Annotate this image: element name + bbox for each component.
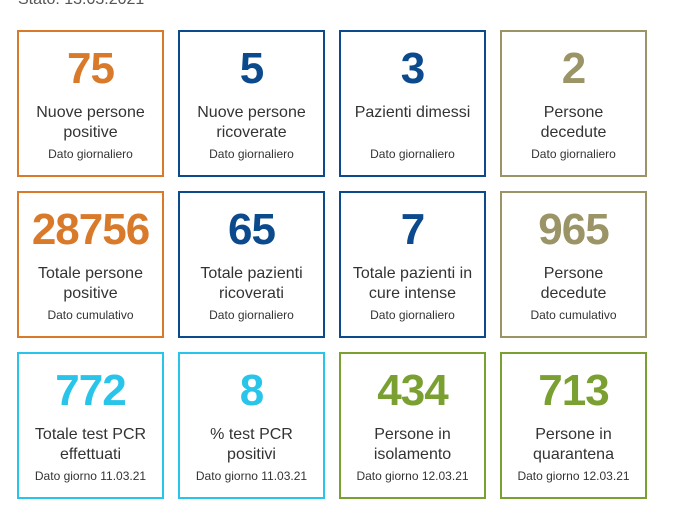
card-label-line2: decedute [540, 285, 607, 302]
card-label-line2: decedute [540, 124, 607, 141]
card-label-line2: ricoverate [216, 124, 287, 141]
card-note: Dato giorno 12.03.21 [517, 469, 630, 483]
card-value: 5 [239, 44, 264, 93]
card-label: Persone in quarantena [502, 425, 645, 465]
card-label-line1: Nuove persone [197, 104, 306, 121]
card-note: Dato giorno 11.03.21 [195, 469, 308, 483]
card-label-line2: effettuati [59, 446, 122, 463]
card-value: 65 [228, 205, 276, 254]
card-label: Persone decedute [502, 264, 645, 304]
card-percent-test-pcr-positivi: 8 % test PCR positivi Dato giorno 11.03.2… [178, 352, 325, 499]
card-value: 8 [239, 366, 264, 415]
card-label: Nuove persone ricoverate [180, 103, 323, 143]
card-label-line2: quarantena [533, 446, 614, 463]
card-label-line1: Persone [543, 265, 604, 282]
card-label-line1: Totale test PCR [34, 426, 147, 443]
card-label: Totale test PCR effettuati [19, 425, 162, 465]
card-persone-isolamento: 434 Persone in isolamento Dato giorno 12.… [339, 352, 486, 499]
card-pazienti-cure-intense: 7 Totale pazienti in cure intense Dato gi… [339, 191, 486, 338]
card-label: Totale pazienti in cure intense [341, 264, 484, 304]
card-label-line1: Persone [543, 104, 604, 121]
card-note: Dato giornaliero [48, 147, 133, 161]
card-totale-persone-positive: 28756 Totale persone positive Dato cumula… [17, 191, 164, 338]
card-label-line2: positive [63, 124, 118, 141]
card-pazienti-dimessi: 3 Pazienti dimessi Dato giornaliero [339, 30, 486, 177]
card-note: Dato giornaliero [209, 147, 294, 161]
card-label-line1: Persone in [374, 426, 451, 443]
card-persone-quarantena: 713 Persone in quarantena Dato giorno 12.… [500, 352, 647, 499]
stats-grid: 75 Nuove persone positive Dato giornalier… [17, 30, 647, 499]
card-label-line2: cure intense [368, 285, 457, 302]
card-label-line2: ricoverati [219, 285, 284, 302]
card-label-line1: Nuove persone [36, 104, 145, 121]
card-label: Totale pazienti ricoverati [180, 264, 323, 304]
card-value: 3 [400, 44, 425, 93]
card-note: Dato giorno 12.03.21 [356, 469, 469, 483]
card-label: Nuove persone positive [19, 103, 162, 143]
card-label-line1: Persone in [535, 426, 612, 443]
card-label-line1: Totale pazienti in [352, 265, 473, 282]
card-label-line2: positivi [227, 446, 276, 463]
card-totale-test-pcr: 772 Totale test PCR effettuati Dato giorn… [17, 352, 164, 499]
card-value: 772 [55, 366, 126, 415]
card-label: Totale persone positive [19, 264, 162, 304]
card-value: 75 [67, 44, 115, 93]
card-nuove-persone-ricoverate: 5 Nuove persone ricoverate Dato giornalie… [178, 30, 325, 177]
card-value: 965 [538, 205, 609, 254]
card-value: 713 [538, 366, 609, 415]
card-nuove-persone-positive: 75 Nuove persone positive Dato giornalier… [17, 30, 164, 177]
card-note: Dato cumulativo [530, 308, 617, 322]
card-note: Dato giornaliero [209, 308, 294, 322]
card-note: Dato cumulativo [47, 308, 134, 322]
card-label-line1: Pazienti dimessi [354, 104, 471, 121]
card-label-line1: Totale pazienti [200, 265, 303, 282]
card-value: 2 [561, 44, 586, 93]
card-note: Dato giornaliero [370, 147, 455, 161]
card-label-line2: positive [63, 285, 118, 302]
card-totale-pazienti-ricoverati: 65 Totale pazienti ricoverati Dato giorna… [178, 191, 325, 338]
card-note: Dato giornaliero [531, 147, 616, 161]
card-note: Dato giorno 11.03.21 [34, 469, 147, 483]
card-value: 434 [377, 366, 448, 415]
card-label: Pazienti dimessi [341, 103, 484, 123]
card-label: Persone decedute [502, 103, 645, 143]
status-date: Stato: 13.03.2021 [18, 0, 144, 9]
card-label-line2: isolamento [373, 446, 452, 463]
card-value: 28756 [31, 205, 150, 254]
card-label-line1: Totale persone [38, 265, 143, 282]
card-persone-decedute-giornaliero: 2 Persone decedute Dato giornaliero [500, 30, 647, 177]
card-label: Persone in isolamento [341, 425, 484, 465]
card-value: 7 [400, 205, 425, 254]
card-note: Dato giornaliero [370, 308, 455, 322]
card-label: % test PCR positivi [180, 425, 323, 465]
card-label-line1: % test PCR [210, 426, 293, 443]
card-persone-decedute-cumulativo: 965 Persone decedute Dato cumulativo [500, 191, 647, 338]
